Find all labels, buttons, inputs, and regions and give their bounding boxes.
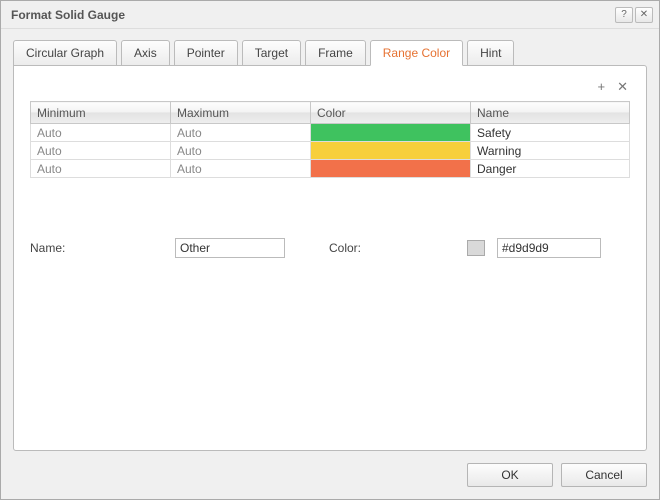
help-button[interactable]: ? xyxy=(615,7,633,23)
table-header-row: MinimumMaximumColorName xyxy=(31,102,630,124)
table-row[interactable]: AutoAuto Danger xyxy=(31,160,630,178)
ok-button[interactable]: OK xyxy=(467,463,553,487)
cell-color[interactable] xyxy=(311,124,471,142)
cell-color[interactable] xyxy=(311,160,471,178)
cell-maximum[interactable]: Auto xyxy=(171,142,311,160)
remove-range-icon[interactable]: ✕ xyxy=(617,80,628,93)
dialog-footer: OK Cancel xyxy=(1,451,659,499)
tab-axis[interactable]: Axis xyxy=(121,40,170,66)
color-swatch xyxy=(311,142,470,159)
close-button[interactable]: ✕ xyxy=(635,7,653,23)
color-swatch xyxy=(311,124,470,141)
name-label: Name: xyxy=(30,241,165,255)
tab-target[interactable]: Target xyxy=(242,40,301,66)
tab-hint[interactable]: Hint xyxy=(467,40,514,66)
cell-color[interactable] xyxy=(311,142,471,160)
add-range-icon[interactable]: + xyxy=(598,80,606,93)
cell-maximum[interactable]: Auto xyxy=(171,124,311,142)
cell-minimum[interactable]: Auto xyxy=(31,160,171,178)
titlebar: Format Solid Gauge ? ✕ xyxy=(1,1,659,29)
tab-strip: Circular GraphAxisPointerTargetFrameRang… xyxy=(13,39,647,65)
color-input[interactable] xyxy=(497,238,601,258)
col-minimum[interactable]: Minimum xyxy=(31,102,171,124)
table-row[interactable]: AutoAuto Warning xyxy=(31,142,630,160)
range-color-panel: + ✕ MinimumMaximumColorName AutoAutoSafe… xyxy=(13,65,647,451)
range-table: MinimumMaximumColorName AutoAutoSafetyAu… xyxy=(30,101,630,178)
name-input[interactable] xyxy=(175,238,285,258)
color-swatch xyxy=(311,160,470,177)
color-label: Color: xyxy=(329,241,457,255)
cancel-button[interactable]: Cancel xyxy=(561,463,647,487)
tab-frame[interactable]: Frame xyxy=(305,40,366,66)
dialog-title: Format Solid Gauge xyxy=(11,8,613,22)
cell-name[interactable]: Danger xyxy=(471,160,630,178)
cell-minimum[interactable]: Auto xyxy=(31,142,171,160)
range-toolbar: + ✕ xyxy=(30,80,630,101)
tab-range-color[interactable]: Range Color xyxy=(370,40,463,66)
format-solid-gauge-dialog: Format Solid Gauge ? ✕ Circular GraphAxi… xyxy=(0,0,660,500)
col-maximum[interactable]: Maximum xyxy=(171,102,311,124)
tab-pointer[interactable]: Pointer xyxy=(174,40,238,66)
col-name[interactable]: Name xyxy=(471,102,630,124)
cell-minimum[interactable]: Auto xyxy=(31,124,171,142)
col-color[interactable]: Color xyxy=(311,102,471,124)
cell-maximum[interactable]: Auto xyxy=(171,160,311,178)
other-range-form: Name: Color: xyxy=(30,238,630,258)
tab-circular-graph[interactable]: Circular Graph xyxy=(13,40,117,66)
color-chip[interactable] xyxy=(467,240,485,256)
table-row[interactable]: AutoAuto Safety xyxy=(31,124,630,142)
dialog-content: Circular GraphAxisPointerTargetFrameRang… xyxy=(1,29,659,451)
cell-name[interactable]: Safety xyxy=(471,124,630,142)
cell-name[interactable]: Warning xyxy=(471,142,630,160)
